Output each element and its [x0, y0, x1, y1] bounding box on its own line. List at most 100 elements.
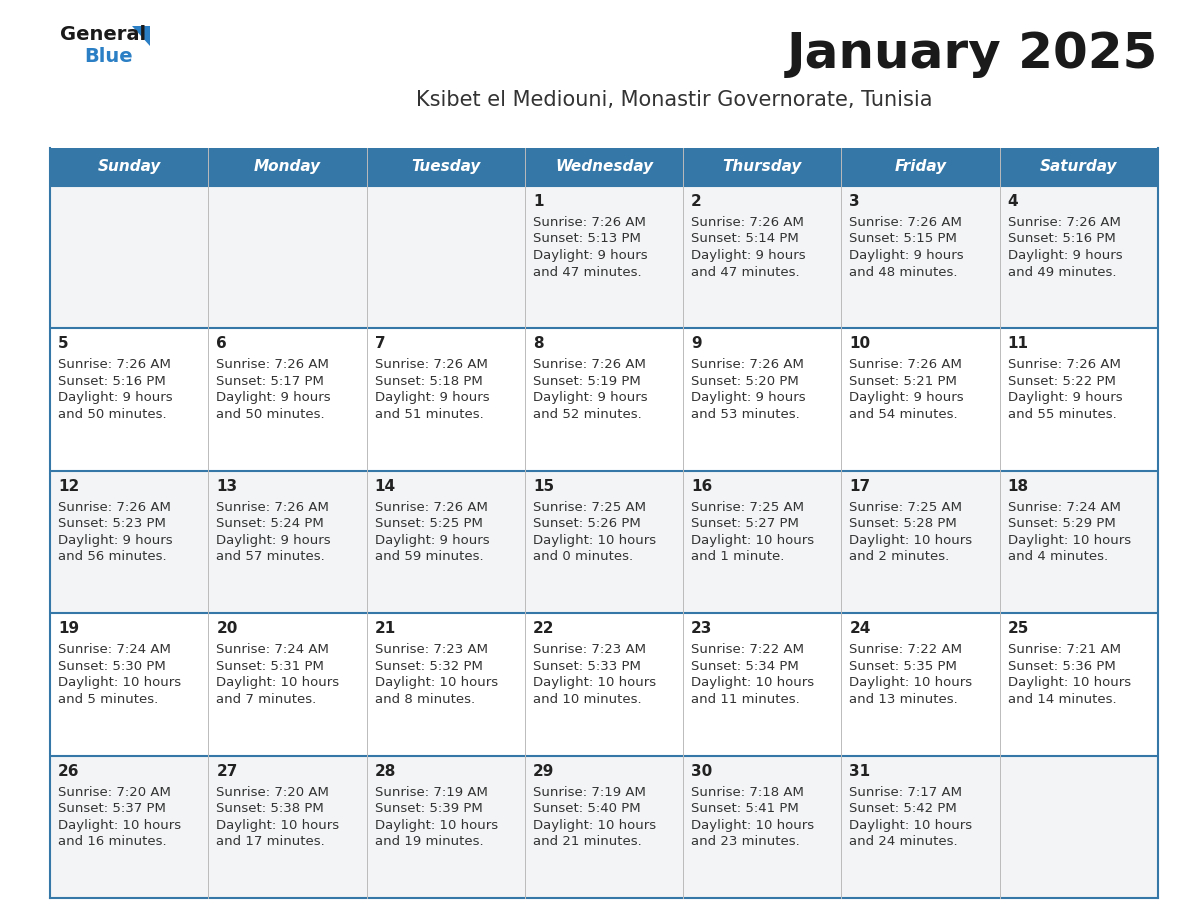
- Text: Thursday: Thursday: [722, 160, 802, 174]
- Text: Wednesday: Wednesday: [555, 160, 653, 174]
- Text: 26: 26: [58, 764, 80, 778]
- Text: 21: 21: [374, 621, 396, 636]
- Text: Daylight: 10 hours: Daylight: 10 hours: [691, 819, 814, 832]
- Text: 4: 4: [1007, 194, 1018, 209]
- Text: Sunset: 5:36 PM: Sunset: 5:36 PM: [1007, 660, 1116, 673]
- Text: and 14 minutes.: and 14 minutes.: [1007, 693, 1117, 706]
- Text: Sunset: 5:37 PM: Sunset: 5:37 PM: [58, 802, 166, 815]
- Text: Daylight: 9 hours: Daylight: 9 hours: [1007, 249, 1123, 262]
- Text: Sunrise: 7:26 AM: Sunrise: 7:26 AM: [691, 358, 804, 372]
- Bar: [525, 148, 683, 186]
- Text: Sunset: 5:41 PM: Sunset: 5:41 PM: [691, 802, 798, 815]
- Text: 29: 29: [533, 764, 555, 778]
- Text: and 47 minutes.: and 47 minutes.: [533, 265, 642, 278]
- Text: and 57 minutes.: and 57 minutes.: [216, 550, 326, 564]
- Text: 27: 27: [216, 764, 238, 778]
- Text: Sunrise: 7:26 AM: Sunrise: 7:26 AM: [533, 358, 646, 372]
- Text: Sunset: 5:19 PM: Sunset: 5:19 PM: [533, 375, 640, 388]
- Text: Saturday: Saturday: [1041, 160, 1118, 174]
- Polygon shape: [132, 26, 150, 46]
- Text: and 48 minutes.: and 48 minutes.: [849, 265, 958, 278]
- Text: Sunrise: 7:24 AM: Sunrise: 7:24 AM: [216, 644, 329, 656]
- Text: Sunrise: 7:21 AM: Sunrise: 7:21 AM: [1007, 644, 1120, 656]
- Text: Sunset: 5:30 PM: Sunset: 5:30 PM: [58, 660, 166, 673]
- Text: Daylight: 10 hours: Daylight: 10 hours: [849, 819, 973, 832]
- Text: Daylight: 10 hours: Daylight: 10 hours: [691, 677, 814, 689]
- Text: and 50 minutes.: and 50 minutes.: [216, 408, 324, 420]
- Text: and 56 minutes.: and 56 minutes.: [58, 550, 166, 564]
- Text: 3: 3: [849, 194, 860, 209]
- Text: Sunrise: 7:20 AM: Sunrise: 7:20 AM: [58, 786, 171, 799]
- Text: and 19 minutes.: and 19 minutes.: [374, 835, 484, 848]
- Text: and 8 minutes.: and 8 minutes.: [374, 693, 475, 706]
- Text: Daylight: 10 hours: Daylight: 10 hours: [533, 533, 656, 547]
- Text: Sunrise: 7:26 AM: Sunrise: 7:26 AM: [1007, 358, 1120, 372]
- Text: January 2025: January 2025: [786, 30, 1158, 78]
- Text: and 16 minutes.: and 16 minutes.: [58, 835, 166, 848]
- Text: Sunrise: 7:25 AM: Sunrise: 7:25 AM: [849, 501, 962, 514]
- Text: Sunrise: 7:26 AM: Sunrise: 7:26 AM: [374, 358, 487, 372]
- Text: 10: 10: [849, 336, 871, 352]
- Bar: [50, 148, 208, 186]
- Text: Daylight: 10 hours: Daylight: 10 hours: [58, 677, 181, 689]
- Text: 22: 22: [533, 621, 555, 636]
- Text: Sunset: 5:17 PM: Sunset: 5:17 PM: [216, 375, 324, 388]
- Text: Sunrise: 7:26 AM: Sunrise: 7:26 AM: [216, 358, 329, 372]
- Text: Sunrise: 7:19 AM: Sunrise: 7:19 AM: [533, 786, 646, 799]
- Text: 12: 12: [58, 479, 80, 494]
- Text: Sunset: 5:38 PM: Sunset: 5:38 PM: [216, 802, 324, 815]
- Text: Tuesday: Tuesday: [411, 160, 480, 174]
- Text: Sunset: 5:39 PM: Sunset: 5:39 PM: [374, 802, 482, 815]
- Text: Daylight: 9 hours: Daylight: 9 hours: [691, 249, 805, 262]
- Text: 28: 28: [374, 764, 396, 778]
- Text: Monday: Monday: [254, 160, 321, 174]
- Bar: [50, 471, 1158, 613]
- Text: 1: 1: [533, 194, 543, 209]
- Text: Daylight: 10 hours: Daylight: 10 hours: [216, 677, 340, 689]
- Text: 5: 5: [58, 336, 69, 352]
- Text: Sunset: 5:40 PM: Sunset: 5:40 PM: [533, 802, 640, 815]
- Text: and 51 minutes.: and 51 minutes.: [374, 408, 484, 420]
- Bar: [50, 756, 1158, 898]
- Text: and 50 minutes.: and 50 minutes.: [58, 408, 166, 420]
- Text: Daylight: 9 hours: Daylight: 9 hours: [374, 391, 489, 405]
- Text: Sunset: 5:16 PM: Sunset: 5:16 PM: [58, 375, 166, 388]
- Text: and 13 minutes.: and 13 minutes.: [849, 693, 959, 706]
- Text: Daylight: 9 hours: Daylight: 9 hours: [849, 391, 963, 405]
- Text: Daylight: 10 hours: Daylight: 10 hours: [849, 533, 973, 547]
- Text: Daylight: 10 hours: Daylight: 10 hours: [691, 533, 814, 547]
- Text: Sunset: 5:22 PM: Sunset: 5:22 PM: [1007, 375, 1116, 388]
- Text: Sunrise: 7:24 AM: Sunrise: 7:24 AM: [1007, 501, 1120, 514]
- Text: Sunset: 5:13 PM: Sunset: 5:13 PM: [533, 232, 640, 245]
- Text: Sunrise: 7:24 AM: Sunrise: 7:24 AM: [58, 644, 171, 656]
- Text: and 1 minute.: and 1 minute.: [691, 550, 784, 564]
- Text: General: General: [61, 25, 146, 44]
- Text: Daylight: 9 hours: Daylight: 9 hours: [216, 391, 331, 405]
- Text: Daylight: 10 hours: Daylight: 10 hours: [216, 819, 340, 832]
- Text: Daylight: 9 hours: Daylight: 9 hours: [58, 533, 172, 547]
- Text: 31: 31: [849, 764, 871, 778]
- Text: and 23 minutes.: and 23 minutes.: [691, 835, 800, 848]
- Text: Sunrise: 7:25 AM: Sunrise: 7:25 AM: [533, 501, 646, 514]
- Text: Sunrise: 7:23 AM: Sunrise: 7:23 AM: [533, 644, 646, 656]
- Text: and 2 minutes.: and 2 minutes.: [849, 550, 949, 564]
- Text: and 49 minutes.: and 49 minutes.: [1007, 265, 1117, 278]
- Text: Daylight: 9 hours: Daylight: 9 hours: [533, 391, 647, 405]
- Text: Sunrise: 7:20 AM: Sunrise: 7:20 AM: [216, 786, 329, 799]
- Text: Daylight: 10 hours: Daylight: 10 hours: [58, 819, 181, 832]
- Text: and 53 minutes.: and 53 minutes.: [691, 408, 800, 420]
- Text: Sunset: 5:42 PM: Sunset: 5:42 PM: [849, 802, 958, 815]
- Text: Sunrise: 7:26 AM: Sunrise: 7:26 AM: [1007, 216, 1120, 229]
- Text: Sunrise: 7:26 AM: Sunrise: 7:26 AM: [849, 216, 962, 229]
- Text: Sunset: 5:18 PM: Sunset: 5:18 PM: [374, 375, 482, 388]
- Text: Blue: Blue: [84, 47, 133, 66]
- Text: Sunset: 5:16 PM: Sunset: 5:16 PM: [1007, 232, 1116, 245]
- Text: Daylight: 9 hours: Daylight: 9 hours: [216, 533, 331, 547]
- Text: Sunset: 5:26 PM: Sunset: 5:26 PM: [533, 518, 640, 531]
- Text: Daylight: 9 hours: Daylight: 9 hours: [374, 533, 489, 547]
- Text: Sunset: 5:25 PM: Sunset: 5:25 PM: [374, 518, 482, 531]
- Text: 6: 6: [216, 336, 227, 352]
- Text: 30: 30: [691, 764, 713, 778]
- Text: Sunrise: 7:26 AM: Sunrise: 7:26 AM: [374, 501, 487, 514]
- Text: Sunrise: 7:26 AM: Sunrise: 7:26 AM: [58, 358, 171, 372]
